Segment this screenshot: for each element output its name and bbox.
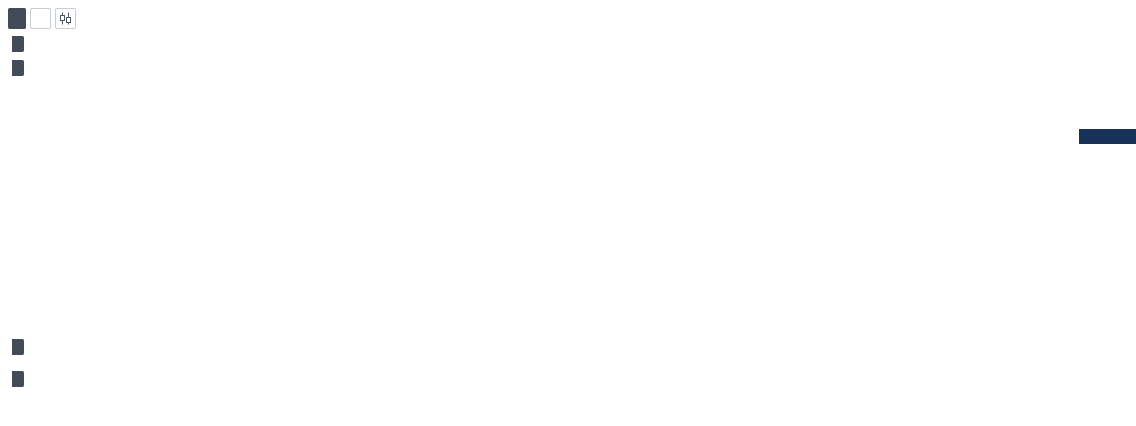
chart-type-button[interactable] bbox=[55, 8, 76, 29]
rsi-legend[interactable] bbox=[8, 371, 24, 387]
sma50-label bbox=[12, 36, 24, 52]
macd-label bbox=[12, 339, 24, 355]
sma50-legend[interactable] bbox=[8, 36, 24, 52]
sma100-legend[interactable] bbox=[8, 60, 24, 76]
last-price-badge bbox=[1079, 129, 1136, 144]
panel-resize-handle-rsi[interactable] bbox=[527, 352, 545, 361]
sma100-label bbox=[12, 60, 24, 76]
rsi-label bbox=[12, 371, 24, 387]
symbol-button[interactable] bbox=[8, 8, 26, 29]
blank-overlay-box bbox=[0, 269, 89, 295]
refresh-button[interactable] bbox=[30, 8, 51, 29]
toolbar bbox=[8, 8, 76, 29]
panel-resize-handle-macd[interactable] bbox=[527, 320, 545, 329]
macd-legend[interactable] bbox=[8, 339, 24, 355]
candlestick-icon bbox=[60, 12, 71, 25]
